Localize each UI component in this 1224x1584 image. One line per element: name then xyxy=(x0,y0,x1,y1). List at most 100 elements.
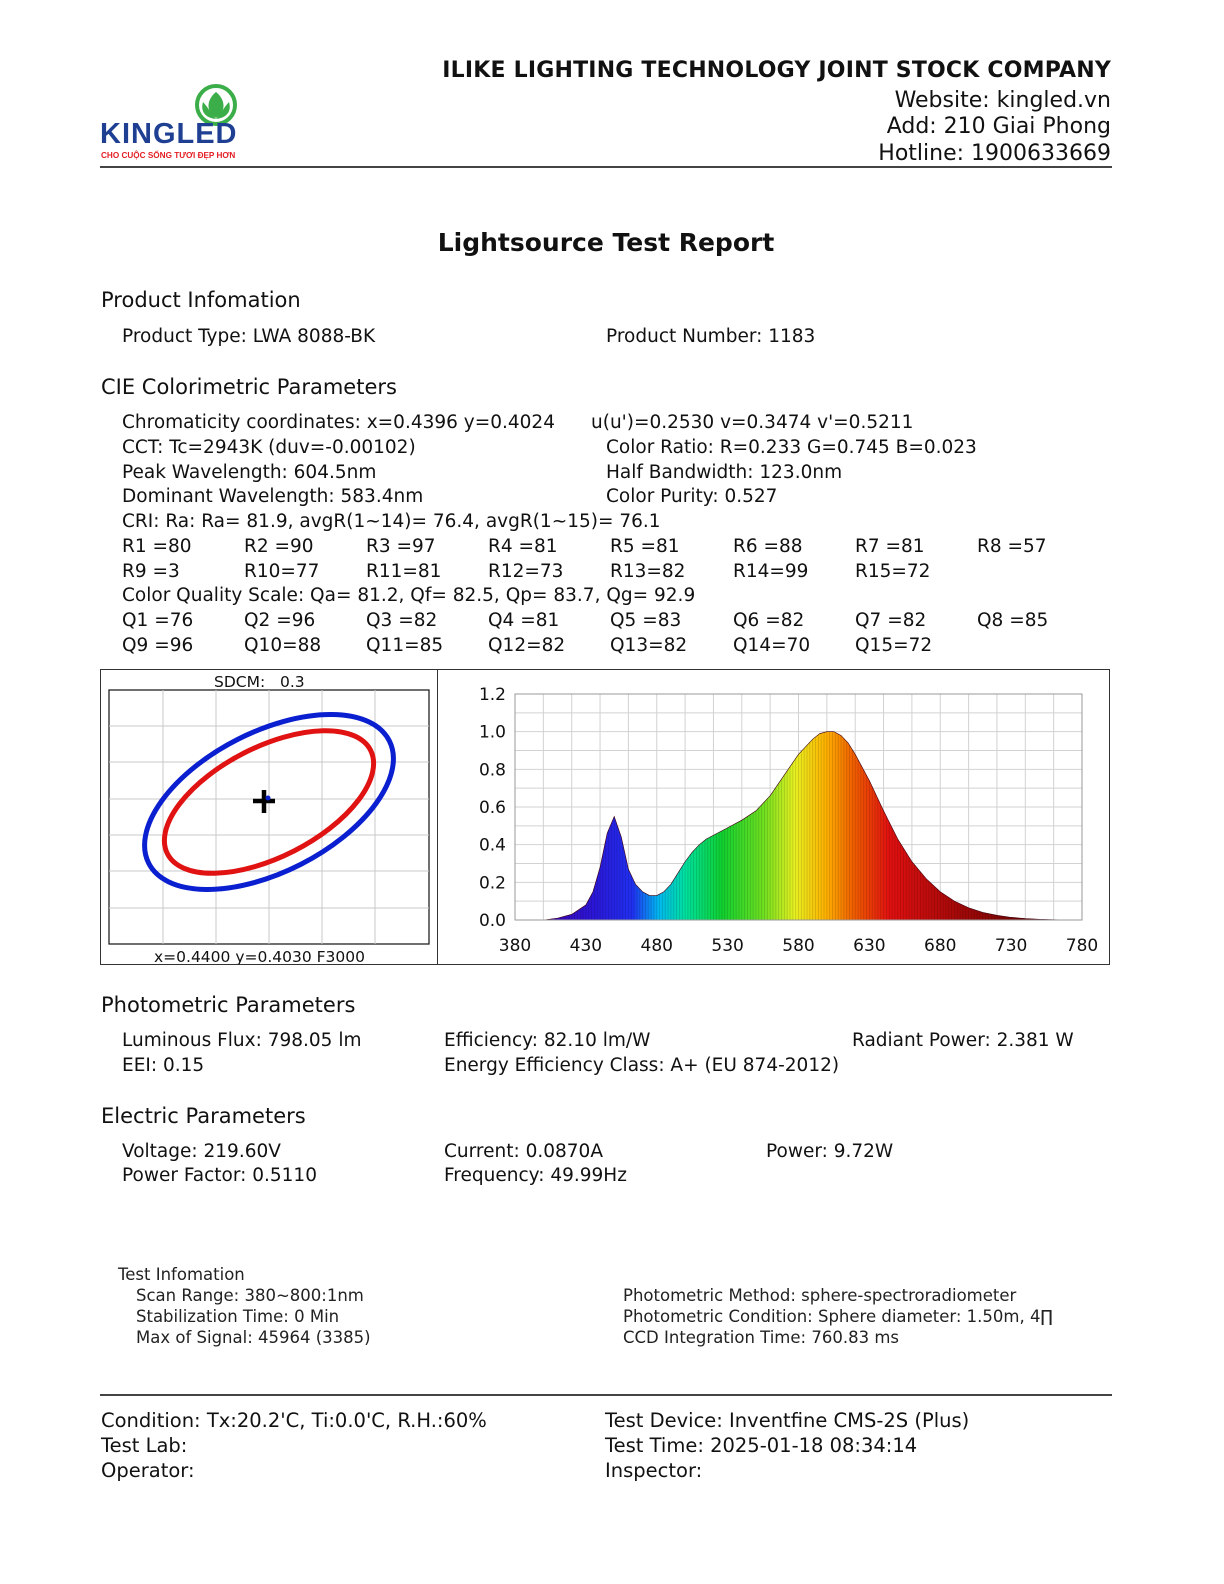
sdcm-inner-ellipse xyxy=(161,728,377,876)
y-tick-label: 0.4 xyxy=(479,836,506,856)
x-tick-label: 380 xyxy=(499,936,531,956)
r-value: R11=81 xyxy=(366,561,442,582)
frequency: Frequency: 49.99Hz xyxy=(444,1165,627,1186)
inspector: Inspector: xyxy=(605,1459,703,1482)
eei-value: EEI: 0.15 xyxy=(122,1055,205,1076)
y-tick-label: 0.0 xyxy=(479,911,506,931)
ccd-integration-time: CCD Integration Time: 760.83 ms xyxy=(623,1328,899,1347)
sdcm-ellipse-chart: SDCM: 0.3 x=0.4400 y=0.4030 F3000 xyxy=(108,673,430,964)
operator: Operator: xyxy=(101,1459,195,1482)
scan-range: Scan Range: 380~800:1nm xyxy=(136,1286,364,1305)
r-value: R6 =88 xyxy=(733,536,803,557)
company-address: Add: 210 Giai Phong xyxy=(886,114,1111,139)
x-tick-label: 580 xyxy=(782,936,814,956)
logo-wordmark: KINGLED xyxy=(100,118,238,150)
peak-wavelength: Peak Wavelength: 604.5nm xyxy=(122,462,377,483)
x-tick-label: 630 xyxy=(853,936,885,956)
cri-summary: CRI: Ra: Ra= 81.9, avgR(1~14)= 76.4, avg… xyxy=(122,511,661,532)
q-value: Q9 =96 xyxy=(122,635,194,656)
r-value: R12=73 xyxy=(488,561,564,582)
q-value: Q2 =96 xyxy=(244,610,316,631)
footer-divider xyxy=(100,1394,1112,1396)
logo-tagline: CHO CUỘC SỐNG TƯƠI ĐẸP HƠN xyxy=(101,149,235,160)
y-tick-label: 0.2 xyxy=(479,873,506,893)
y-tick-label: 1.0 xyxy=(479,723,506,743)
max-signal: Max of Signal: 45964 (3385) xyxy=(136,1328,371,1347)
test-info-heading: Test Infomation xyxy=(118,1265,245,1284)
voltage: Voltage: 219.60V xyxy=(122,1141,281,1162)
q-value: Q15=72 xyxy=(855,635,933,656)
company-name: ILIKE LIGHTING TECHNOLOGY JOINT STOCK CO… xyxy=(442,58,1111,83)
sdcm-coordinates: x=0.4400 y=0.4030 F3000 xyxy=(154,948,365,964)
cct-value: CCT: Tc=2943K (duv=-0.00102) xyxy=(122,437,416,458)
spectrum-curve xyxy=(543,731,1068,921)
r-value: R10=77 xyxy=(244,561,320,582)
power: Power: 9.72W xyxy=(766,1141,894,1162)
x-tick-label: 430 xyxy=(570,936,602,956)
r-value: R3 =97 xyxy=(366,536,436,557)
product-type: Product Type: LWA 8088-BK xyxy=(122,326,376,347)
x-tick-label: 480 xyxy=(641,936,673,956)
color-quality-scale: Color Quality Scale: Qa= 81.2, Qf= 82.5,… xyxy=(122,585,696,606)
y-tick-label: 0.8 xyxy=(479,760,506,780)
efficiency: Efficiency: 82.10 lm/W xyxy=(444,1030,651,1051)
q-value: Q8 =85 xyxy=(977,610,1049,631)
q-value: Q6 =82 xyxy=(733,610,805,631)
test-device: Test Device: Inventfine CMS-2S (Plus) xyxy=(605,1409,970,1432)
x-tick-label: 730 xyxy=(995,936,1027,956)
r-value: R5 =81 xyxy=(610,536,680,557)
q-value: Q10=88 xyxy=(244,635,322,656)
uv-coordinates: u(u')=0.2530 v=0.3474 v'=0.5211 xyxy=(591,412,914,433)
r-value: R13=82 xyxy=(610,561,686,582)
half-bandwidth: Half Bandwidth: 123.0nm xyxy=(606,462,843,483)
q-value: Q5 =83 xyxy=(610,610,682,631)
r-value: R15=72 xyxy=(855,561,931,582)
stabilization-time: Stabilization Time: 0 Min xyxy=(136,1307,340,1326)
header-divider xyxy=(100,166,1112,168)
photometric-section-heading: Photometric Parameters xyxy=(101,993,356,1017)
report-title: Lightsource Test Report xyxy=(437,228,775,257)
q-value: Q7 =82 xyxy=(855,610,927,631)
current: Current: 0.0870A xyxy=(444,1141,603,1162)
target-point-icon xyxy=(253,790,275,813)
chromaticity-coordinates: Chromaticity coordinates: x=0.4396 y=0.4… xyxy=(122,412,555,433)
company-website: Website: kingled.vn xyxy=(894,88,1111,113)
r-value: R1 =80 xyxy=(122,536,192,557)
sdcm-label: SDCM: 0.3 xyxy=(214,673,305,691)
q-value: Q4 =81 xyxy=(488,610,560,631)
r-value: R8 =57 xyxy=(977,536,1047,557)
x-tick-label: 530 xyxy=(711,936,743,956)
sdcm-outer-ellipse xyxy=(142,712,396,892)
r-value: R4 =81 xyxy=(488,536,558,557)
product-number: Product Number: 1183 xyxy=(606,326,816,347)
x-tick-label: 680 xyxy=(924,936,956,956)
energy-efficiency-class: Energy Efficiency Class: A+ (EU 874-2012… xyxy=(444,1055,840,1076)
q-value: Q3 =82 xyxy=(366,610,438,631)
dominant-wavelength: Dominant Wavelength: 583.4nm xyxy=(122,486,424,507)
company-hotline: Hotline: 1900633669 xyxy=(878,141,1111,166)
q-value: Q14=70 xyxy=(733,635,811,656)
photometric-condition: Photometric Condition: Sphere diameter: … xyxy=(623,1307,1053,1326)
r-value: R2 =90 xyxy=(244,536,314,557)
radiant-power: Radiant Power: 2.381 W xyxy=(852,1030,1074,1051)
test-time: Test Time: 2025-01-18 08:34:14 xyxy=(605,1434,918,1457)
company-logo: KINGLED CHO CUỘC SỐNG TƯƠI ĐẸP HƠN xyxy=(100,82,260,164)
power-factor: Power Factor: 0.5110 xyxy=(122,1165,317,1186)
lotus-icon xyxy=(195,84,237,126)
y-tick-label: 1.2 xyxy=(479,685,506,705)
q-value: Q1 =76 xyxy=(122,610,194,631)
charts-divider xyxy=(437,669,439,965)
x-tick-label: 780 xyxy=(1066,936,1098,956)
y-tick-label: 0.6 xyxy=(479,798,506,818)
luminous-flux: Luminous Flux: 798.05 lm xyxy=(122,1030,362,1051)
color-ratio: Color Ratio: R=0.233 G=0.745 B=0.023 xyxy=(606,437,977,458)
r-value: R14=99 xyxy=(733,561,809,582)
electric-section-heading: Electric Parameters xyxy=(101,1104,306,1128)
spectrum-hatch xyxy=(548,731,1046,920)
q-value: Q13=82 xyxy=(610,635,688,656)
photometric-method: Photometric Method: sphere-spectroradiom… xyxy=(623,1286,1017,1305)
q-value: Q11=85 xyxy=(366,635,444,656)
spectrum-chart: 0.0 0.2 0.4 0.6 0.8 1.0 1.2 380 430 480 530 580 630… xyxy=(479,685,1098,956)
r-value: R7 =81 xyxy=(855,536,925,557)
product-section-heading: Product Infomation xyxy=(101,288,301,312)
